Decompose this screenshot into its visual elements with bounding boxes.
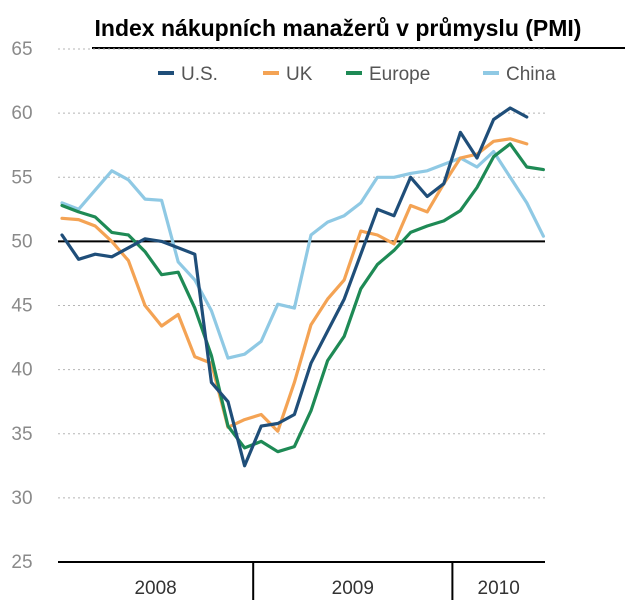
x-axis: 2008 2009 2010 <box>58 561 545 600</box>
y-tick-labels: 25 30 35 40 45 50 55 60 65 <box>11 39 32 573</box>
grid-lines <box>58 48 545 499</box>
y-tick-label: 45 <box>11 296 32 317</box>
y-tick-label: 35 <box>11 424 32 445</box>
y-tick-label: 30 <box>11 488 32 509</box>
series-line-uk <box>60 137 529 433</box>
legend-label: China <box>506 64 556 85</box>
legend-label: UK <box>286 64 313 85</box>
y-tick-label: 25 <box>11 552 32 573</box>
y-tick-label: 55 <box>11 167 32 188</box>
series-line-china <box>60 150 546 360</box>
series-lines <box>60 106 546 468</box>
series-line-u-s <box>60 106 529 468</box>
x-year-label: 2008 <box>134 578 176 599</box>
series-line-europe <box>60 142 546 454</box>
y-tick-label: 50 <box>11 231 32 252</box>
y-tick-label: 65 <box>11 39 32 60</box>
legend-label: U.S. <box>181 64 218 85</box>
x-year-label: 2010 <box>478 578 520 599</box>
chart-legend: U.S. UK Europe China <box>158 64 556 85</box>
chart-title: Index nákupních manažerů v průmyslu (PMI… <box>95 15 582 41</box>
x-year-label: 2009 <box>332 578 374 599</box>
y-tick-label: 40 <box>11 360 32 381</box>
y-tick-label: 60 <box>11 103 32 124</box>
legend-label: Europe <box>369 64 430 85</box>
